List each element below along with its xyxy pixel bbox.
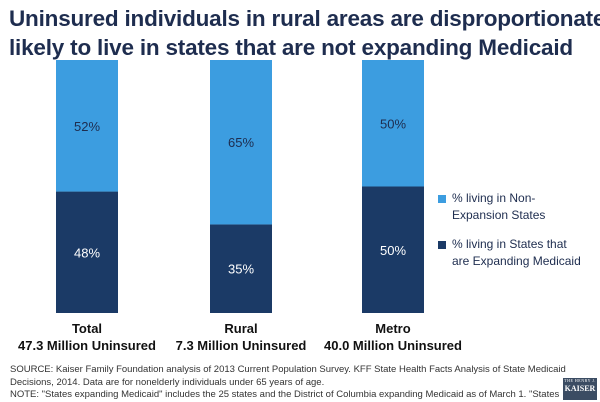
chart-title-line-1: Uninsured individuals in rural areas are… <box>9 6 600 31</box>
bars-group <box>56 60 424 313</box>
bar-total-expanding <box>56 191 118 313</box>
data-label-metro-non-expansion: 50% <box>380 116 406 131</box>
category-label-metro: Metro <box>375 321 410 336</box>
source-line-2: Decisions, 2014. Data are for nonelderly… <box>10 376 325 388</box>
data-label-total-expanding: 48% <box>74 245 100 260</box>
category-label-total: Total <box>72 321 102 336</box>
source-note: SOURCE: Kaiser Family Foundation analysi… <box>10 364 590 402</box>
category-sublabel-rural: 7.3 Million Uninsured <box>176 338 307 353</box>
logo-text-small: THE HENRY J. <box>564 378 596 383</box>
legend: % living in Non- Expansion States % livi… <box>438 190 598 282</box>
note-line: NOTE: "States expanding Medicaid" includ… <box>10 389 560 400</box>
data-label-rural-expanding: 35% <box>228 262 254 277</box>
data-label-total-non-expansion: 52% <box>74 119 100 134</box>
legend-label-expanding-line-1: % living in States that <box>452 237 567 251</box>
logo-text-kaiser: KAISER <box>564 384 596 393</box>
legend-item-expanding: % living in States that are Expanding Me… <box>438 236 598 270</box>
legend-item-non-expansion: % living in Non- Expansion States <box>438 190 598 224</box>
category-labels-group: Total 47.3 Million Uninsured Rural 7.3 Mill… <box>18 321 462 353</box>
source-line-1: SOURCE: Kaiser Family Foundation analysi… <box>10 364 566 375</box>
bar-rural-expanding <box>210 224 272 313</box>
chart-title-line-2: likely to live in states that are not ex… <box>9 35 573 60</box>
legend-label-non-expansion-line-2: Expansion States <box>452 208 546 222</box>
legend-label-expanding-line-2: are Expanding Medicaid <box>452 254 581 268</box>
kaiser-logo: THE HENRY J. KAISER <box>563 378 597 400</box>
category-label-rural: Rural <box>224 321 257 336</box>
legend-swatch-non-expansion <box>438 195 446 203</box>
chart-title: Uninsured individuals in rural areas are… <box>9 4 600 62</box>
category-sublabel-metro: 40.0 Million Uninsured <box>324 338 462 353</box>
bar-metro-expanding <box>362 186 424 313</box>
category-sublabel-total: 47.3 Million Uninsured <box>18 338 156 353</box>
data-label-metro-expanding: 50% <box>380 243 406 258</box>
bar-total-non-expansion <box>56 60 118 192</box>
legend-swatch-expanding <box>438 241 446 249</box>
bar-metro-non-expansion <box>362 60 424 187</box>
bar-labels-group: 48% 52% 35% 65% 50% 50% <box>74 116 406 276</box>
data-label-rural-non-expansion: 65% <box>228 135 254 150</box>
bar-rural-non-expansion <box>210 60 272 225</box>
legend-label-non-expansion-line-1: % living in Non- <box>452 191 536 205</box>
